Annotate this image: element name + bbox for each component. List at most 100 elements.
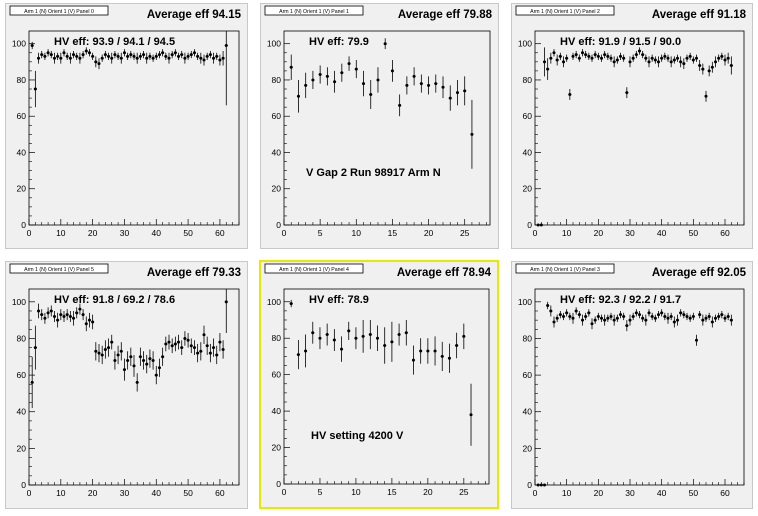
y-tick-label: 40 [272,147,282,157]
marker [91,320,95,324]
data-point [714,314,717,322]
data-point [590,54,594,62]
marker [164,54,168,58]
marker [625,324,629,328]
data-point [383,38,387,50]
marker [202,333,206,337]
data-point [311,321,315,344]
plot-frame [283,288,490,485]
marker [65,313,69,317]
data-point [347,321,351,341]
data-point [644,314,648,326]
marker [455,343,459,347]
data-point [663,52,667,61]
title-box [515,5,615,16]
data-point [180,50,184,59]
data-point [657,56,660,68]
marker [546,67,550,71]
data-point [441,76,445,99]
marker [87,51,91,55]
data-point [116,52,120,61]
data-point [132,354,136,377]
data-point [628,314,632,326]
y-tick-label: 80 [17,333,27,343]
x-tick-label: 50 [689,228,699,238]
data-point [714,56,717,68]
data-point [202,54,206,66]
data-point [404,319,408,346]
chart-svg: Arm 1 (N) Orient 1 (V) Panel 0 Average ef… [9,5,242,238]
chart-title: Arm 1 (N) Orient 1 (V) Panel 2 [530,9,600,15]
marker [122,51,126,55]
marker [419,349,423,353]
data-point [170,338,174,354]
x-tick-label: 30 [120,228,130,238]
data-point [685,54,689,62]
data-point [412,67,416,86]
data-point [122,49,126,57]
x-tick-label: 0 [533,228,538,238]
marker [412,74,416,78]
data-point [552,49,556,57]
data-point [427,76,431,95]
data-point [672,56,676,64]
marker [603,318,607,322]
data-point [84,47,88,55]
data-point [72,50,76,59]
marker [398,103,402,107]
marker [411,358,415,362]
data-point [397,323,401,346]
marker [116,353,120,357]
y-tick-label: 20 [272,443,282,453]
marker [726,314,730,318]
data-point [212,338,216,357]
x-tick-label: 40 [657,488,667,498]
marker [126,358,130,362]
marker [723,316,727,320]
marker [145,362,149,366]
marker [455,91,459,95]
data-point [362,70,366,97]
data-point [376,67,380,93]
marker [135,380,139,384]
data-point [549,52,553,64]
marker [634,53,638,57]
x-tick-label: 20 [594,488,604,498]
data-point [94,342,98,361]
data-point [650,312,654,321]
panel-4-pad[interactable]: Arm 1 (N) Orient 1 (V) Panel 4 Average ef… [259,260,499,509]
marker [84,322,88,326]
marker [202,58,206,62]
marker [347,62,351,66]
data-point [650,54,654,62]
marker [688,316,692,320]
data-point [304,334,308,368]
marker [43,316,47,320]
marker [596,54,600,58]
y-tick-label: 100 [12,297,26,307]
y-tick-label: 20 [17,184,27,194]
marker [710,65,714,69]
data-point [157,50,161,59]
marker [641,316,645,320]
plot-frame [283,30,491,226]
data-point [68,310,72,322]
data-point [615,56,619,64]
title-box [264,5,364,16]
data-point [555,54,559,66]
data-point [698,310,702,319]
data-point [593,50,597,59]
data-point [606,52,610,61]
marker [157,53,161,57]
data-point [539,483,543,487]
chart-title: Arm 1 (N) Orient 1 (V) Panel 0 [24,9,94,15]
data-point [543,47,546,77]
marker [685,56,689,60]
data-point [606,314,610,322]
data-point [189,338,193,354]
data-point [701,314,705,326]
data-point [177,52,181,61]
data-point [100,54,104,62]
x-tick-label: 10 [56,488,66,498]
marker [103,347,107,351]
